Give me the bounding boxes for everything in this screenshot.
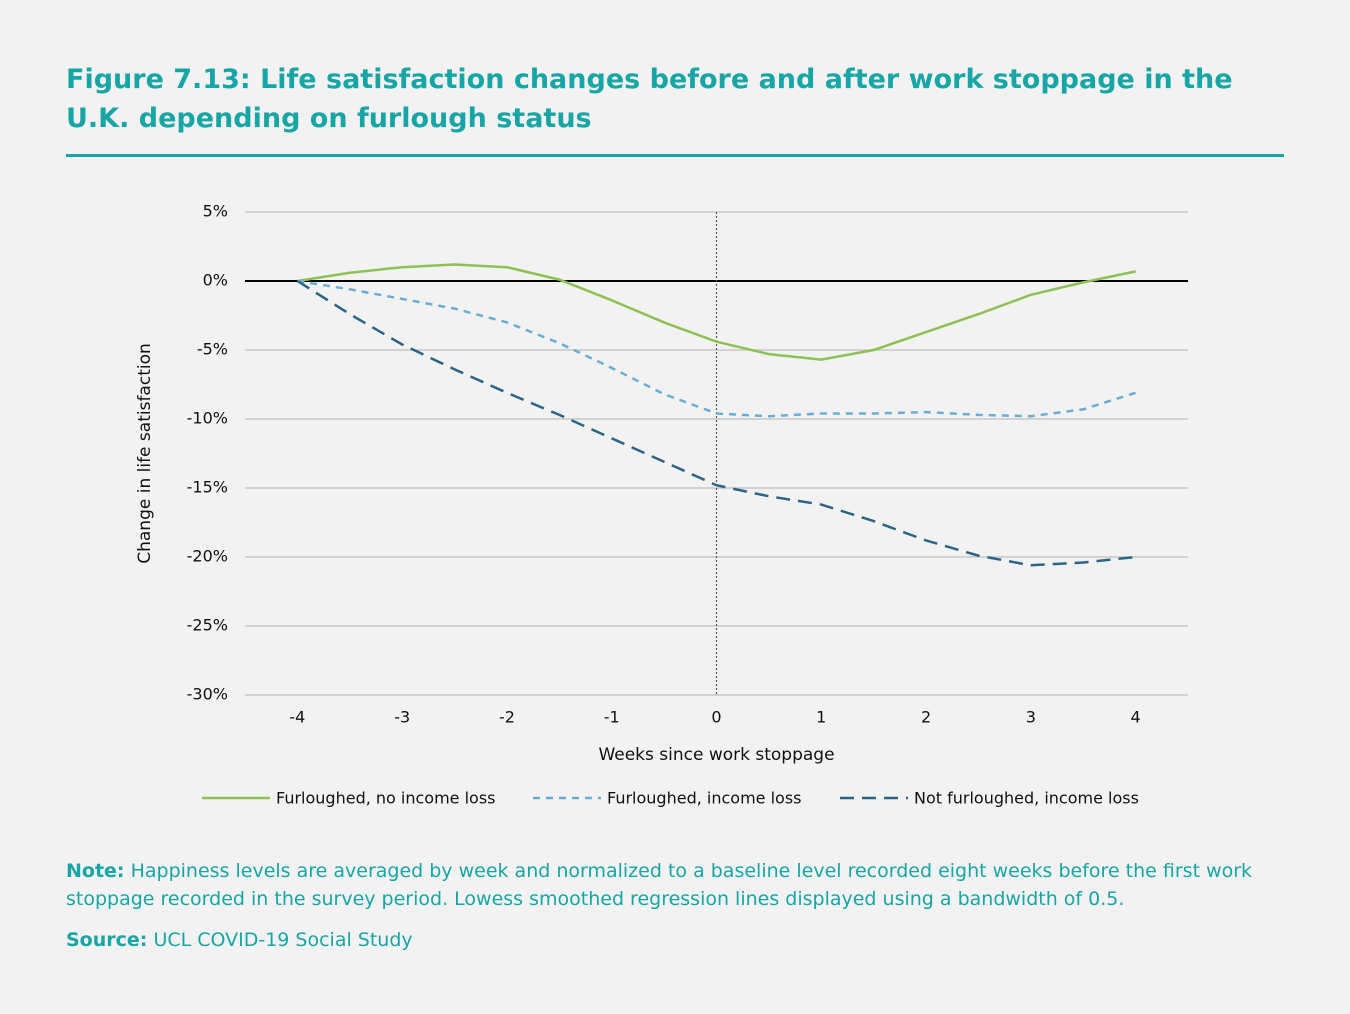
x-tick-label: -1 <box>604 708 620 727</box>
figure-title: Figure 7.13: Life satisfaction changes b… <box>66 64 1233 134</box>
source-label: Source: <box>66 929 148 951</box>
x-axis-title: Weeks since work stoppage <box>598 745 834 765</box>
series-line <box>296 279 1136 567</box>
x-tick-label: -4 <box>289 708 305 727</box>
y-tick-label: -5% <box>197 340 228 359</box>
legend-label: Not furloughed, income loss <box>914 789 1139 808</box>
x-tick-label: 3 <box>1026 708 1036 727</box>
legend-label: Furloughed, income loss <box>607 789 801 808</box>
y-tick-label: 0% <box>203 271 228 290</box>
y-axis-title: Change in life satisfaction <box>135 343 155 564</box>
x-tick-label: -2 <box>499 708 515 727</box>
x-tick-label: 2 <box>921 708 931 727</box>
y-tick-label: -15% <box>187 478 228 497</box>
y-tick-label: 5% <box>203 202 228 221</box>
x-tick-label: -3 <box>394 708 410 727</box>
y-tick-label: -25% <box>187 616 228 635</box>
note: Note: Happiness levels are averaged by w… <box>66 857 1296 913</box>
x-tick-label: 4 <box>1131 708 1141 727</box>
chart: 5% 0% -5% -10% -15% -20% -25% -30% -4 -3 -2 -1 0 1 2 3 4… <box>135 202 1188 808</box>
legend-label: Furloughed, no income loss <box>276 789 496 808</box>
y-tick-label: -10% <box>187 409 228 428</box>
x-tick-label: 1 <box>816 708 826 727</box>
note-label: Note: <box>66 860 125 882</box>
y-tick-label: -20% <box>187 547 228 566</box>
x-tick-label: 0 <box>711 708 721 727</box>
note-text: Happiness levels are averaged by week an… <box>66 860 1253 910</box>
source-text: UCL COVID-19 Social Study <box>153 929 413 951</box>
title-rule <box>66 154 1284 157</box>
series-line <box>297 263 1136 361</box>
y-tick-label: -30% <box>187 685 228 704</box>
series-line <box>297 279 1136 418</box>
source: Source: UCL COVID-19 Social Study <box>66 926 1296 954</box>
